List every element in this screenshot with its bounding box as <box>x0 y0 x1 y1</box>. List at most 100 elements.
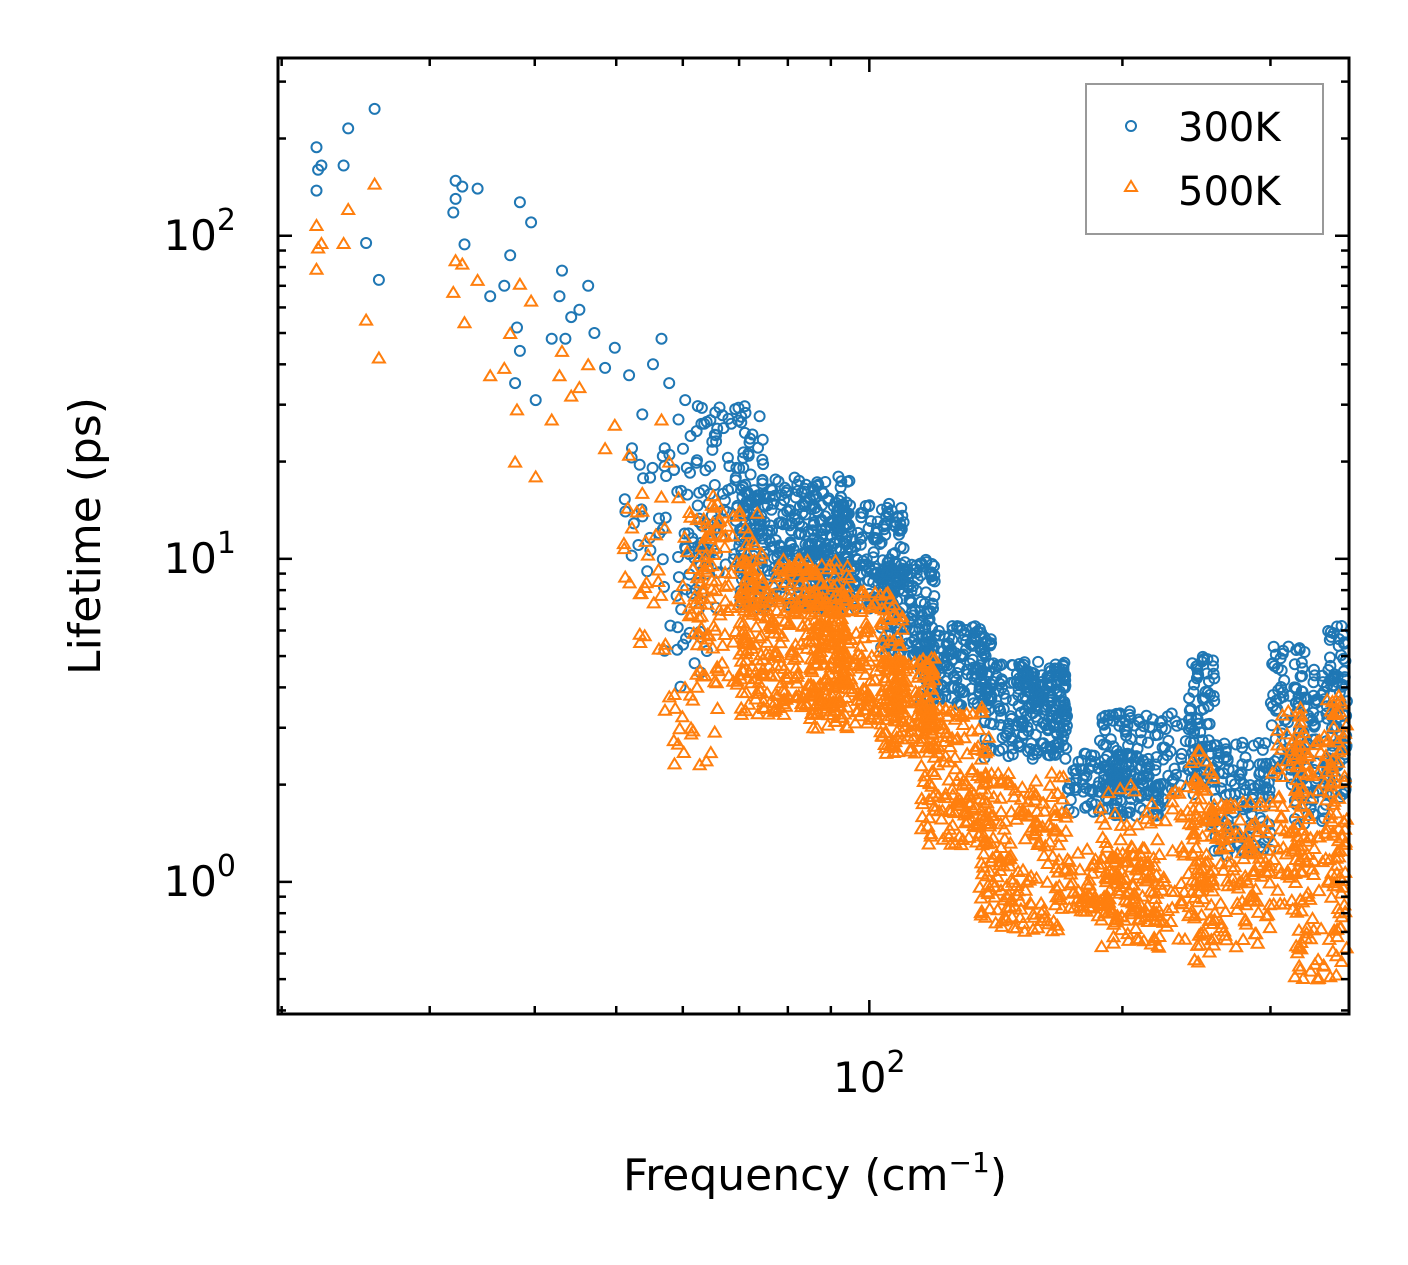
data-point-500K <box>1094 850 1111 864</box>
data-point-500K <box>1299 920 1315 934</box>
data-point-500K <box>1203 897 1219 911</box>
data-point-500K <box>1323 757 1340 771</box>
data-point-300K <box>870 526 882 539</box>
data-point-300K <box>559 332 572 345</box>
data-point-500K <box>702 527 719 541</box>
data-point-500K <box>694 538 710 552</box>
data-point-500K <box>884 703 900 717</box>
data-point-500K <box>832 676 848 690</box>
data-point-300K <box>777 518 789 531</box>
data-point-500K <box>1300 764 1317 778</box>
data-point-300K <box>738 426 751 439</box>
data-point-500K <box>1164 801 1181 815</box>
data-point-300K <box>582 279 595 292</box>
data-point-300K <box>447 206 460 219</box>
data-point-300K <box>1063 783 1076 796</box>
data-point-500K <box>1304 861 1321 875</box>
data-point-500K <box>825 579 841 592</box>
data-point-500K <box>706 499 723 513</box>
data-point-500K <box>934 717 951 731</box>
data-point-500K <box>1326 707 1343 720</box>
data-point-500K <box>1286 837 1303 851</box>
data-point-500K <box>1324 760 1341 774</box>
data-point-500K <box>938 702 954 715</box>
data-point-300K <box>1029 728 1042 741</box>
data-point-300K <box>1298 646 1311 658</box>
data-point-300K <box>1266 657 1279 670</box>
data-point-500K <box>809 596 826 610</box>
data-point-500K <box>965 801 981 815</box>
data-point-500K <box>754 546 770 560</box>
data-point-500K <box>1132 896 1149 910</box>
data-point-500K <box>1092 860 1108 873</box>
data-point-500K <box>790 569 806 583</box>
data-point-300K <box>756 453 769 466</box>
data-point-300K <box>1101 714 1114 727</box>
data-point-300K <box>1179 735 1192 748</box>
data-point-500K <box>952 768 969 781</box>
data-point-500K <box>922 674 938 688</box>
data-point-500K <box>358 312 374 326</box>
data-point-500K <box>1326 922 1342 936</box>
data-point-500K <box>1079 841 1095 855</box>
data-point-300K <box>1331 670 1344 683</box>
data-point-500K <box>783 560 799 574</box>
data-point-500K <box>1238 872 1255 886</box>
data-point-500K <box>926 749 943 763</box>
data-point-300K <box>984 692 997 704</box>
data-point-500K <box>674 709 691 723</box>
data-point-500K <box>837 625 853 638</box>
data-point-300K <box>1013 658 1026 670</box>
data-point-500K <box>677 680 693 694</box>
data-point-500K <box>1215 862 1232 876</box>
data-point-300K <box>1152 778 1164 791</box>
data-point-500K <box>1248 926 1264 940</box>
data-point-500K <box>1269 722 1286 736</box>
data-point-300K <box>706 435 719 448</box>
data-point-500K <box>929 757 946 771</box>
data-point-500K <box>1204 765 1221 779</box>
data-point-500K <box>1310 969 1326 983</box>
data-point-500K <box>563 388 579 402</box>
data-point-300K <box>904 567 917 580</box>
data-point-500K <box>814 557 830 571</box>
data-point-500K <box>676 745 692 758</box>
data-point-300K <box>922 630 935 643</box>
data-point-500K <box>997 831 1013 845</box>
data-point-500K <box>1040 817 1057 831</box>
data-point-500K <box>1206 813 1222 826</box>
data-point-300K <box>1016 661 1029 673</box>
data-point-300K <box>655 332 668 345</box>
data-point-500K <box>371 350 387 364</box>
data-point-300K <box>1150 751 1163 764</box>
data-point-500K <box>1121 884 1138 898</box>
data-point-500K <box>1198 846 1215 860</box>
data-point-500K <box>935 721 951 735</box>
data-point-500K <box>747 636 764 650</box>
data-point-500K <box>1187 908 1203 921</box>
data-point-500K <box>1173 876 1189 889</box>
data-point-500K <box>1277 823 1294 837</box>
data-point-500K <box>925 763 942 777</box>
data-point-500K <box>710 520 726 534</box>
data-point-300K <box>633 458 646 471</box>
data-point-500K <box>795 597 811 611</box>
data-point-500K <box>1271 860 1287 874</box>
data-point-500K <box>847 656 863 670</box>
data-point-300K <box>1081 800 1094 813</box>
data-point-300K <box>756 473 769 486</box>
data-point-300K <box>1155 722 1168 734</box>
data-point-300K <box>625 549 638 562</box>
data-point-500K <box>714 529 730 543</box>
series-500K <box>308 176 1355 985</box>
data-point-500K <box>1330 734 1346 748</box>
data-point-500K <box>1298 756 1314 770</box>
data-point-500K <box>1289 904 1305 918</box>
data-point-500K <box>1164 786 1180 800</box>
data-point-500K <box>1307 956 1323 970</box>
data-point-500K <box>1192 852 1209 866</box>
data-point-500K <box>913 821 930 835</box>
data-point-500K <box>1155 870 1172 883</box>
data-point-500K <box>907 684 924 698</box>
data-point-300K <box>1006 734 1018 747</box>
